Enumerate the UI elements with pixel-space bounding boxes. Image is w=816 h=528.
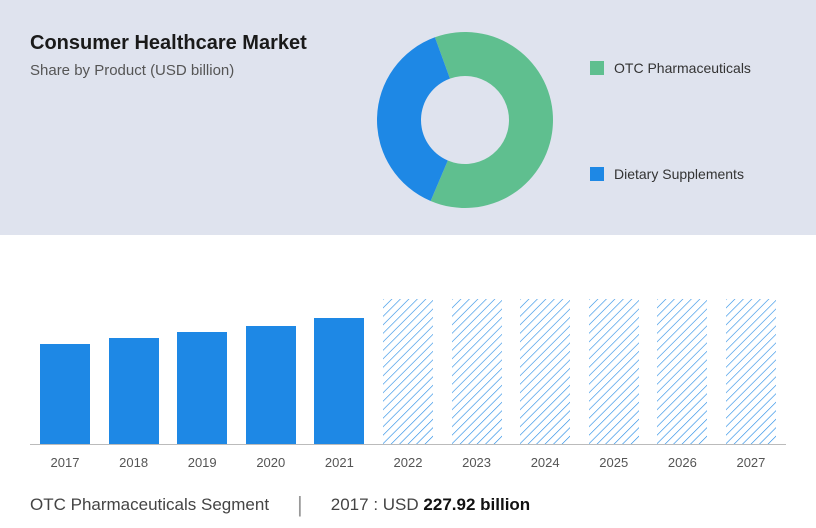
footer-colon: : bbox=[373, 495, 382, 514]
footer-stat-value: 227.92 billion bbox=[423, 495, 530, 514]
bar-xlabel: 2022 bbox=[383, 455, 433, 470]
bar bbox=[520, 299, 570, 444]
bar-slot bbox=[383, 299, 433, 444]
legend-label: OTC Pharmaceuticals bbox=[614, 60, 751, 76]
bar bbox=[314, 318, 364, 444]
bar-slot bbox=[657, 299, 707, 444]
bar-slot bbox=[520, 299, 570, 444]
page-title: Consumer Healthcare Market bbox=[30, 32, 307, 55]
legend-item-otc: OTC Pharmaceuticals bbox=[590, 60, 751, 76]
bar-xlabel: 2023 bbox=[452, 455, 502, 470]
donut-slice bbox=[431, 32, 553, 208]
bar-slot bbox=[177, 332, 227, 444]
donut-slice bbox=[377, 37, 450, 201]
bar-xlabel: 2026 bbox=[657, 455, 707, 470]
bar bbox=[177, 332, 227, 444]
bar-xlabel: 2018 bbox=[109, 455, 159, 470]
legend-swatch-icon bbox=[590, 61, 604, 75]
bar bbox=[383, 299, 433, 444]
bar bbox=[726, 299, 776, 444]
bar-slot bbox=[40, 344, 90, 444]
bar bbox=[109, 338, 159, 444]
footer-stat-year: 2017 bbox=[331, 495, 369, 514]
bar-xlabel: 2017 bbox=[40, 455, 90, 470]
footer-stat: 2017 : USD 227.92 billion bbox=[331, 495, 530, 515]
bar-xlabel: 2027 bbox=[726, 455, 776, 470]
bar-xlabel: 2021 bbox=[314, 455, 364, 470]
bar bbox=[452, 299, 502, 444]
bar-slot bbox=[452, 299, 502, 444]
bar-xlabel: 2019 bbox=[177, 455, 227, 470]
donut-chart bbox=[375, 30, 555, 210]
legend-label: Dietary Supplements bbox=[614, 166, 744, 182]
bar-chart bbox=[30, 255, 786, 445]
bar bbox=[657, 299, 707, 444]
bar-slot bbox=[314, 318, 364, 444]
bar-xlabel: 2020 bbox=[246, 455, 296, 470]
divider-icon: | bbox=[297, 492, 303, 518]
footer-segment-label: OTC Pharmaceuticals Segment bbox=[30, 495, 269, 515]
footer-stat-prefix: USD bbox=[383, 495, 419, 514]
header-band: Consumer Healthcare Market Share by Prod… bbox=[0, 0, 816, 235]
bar-slot bbox=[246, 326, 296, 444]
bar bbox=[40, 344, 90, 444]
legend-swatch-icon bbox=[590, 167, 604, 181]
bar-slot bbox=[589, 299, 639, 444]
footer-row: OTC Pharmaceuticals Segment | 2017 : USD… bbox=[0, 470, 816, 518]
page-subtitle: Share by Product (USD billion) bbox=[30, 62, 234, 79]
bar bbox=[589, 299, 639, 444]
bar bbox=[246, 326, 296, 444]
bar-xlabel: 2025 bbox=[589, 455, 639, 470]
bar-xlabel: 2024 bbox=[520, 455, 570, 470]
bar-chart-section: 2017 2018 2019 2020 2021 2022 2023 2024 2025 2026… bbox=[0, 235, 816, 470]
bar-xaxis: 2017 2018 2019 2020 2021 2022 2023 2024 2025 2026… bbox=[30, 445, 786, 470]
legend-item-dietary: Dietary Supplements bbox=[590, 166, 751, 182]
bar-slot bbox=[726, 299, 776, 444]
bar-slot bbox=[109, 338, 159, 444]
donut-legend: OTC Pharmaceuticals Dietary Supplements bbox=[590, 60, 751, 182]
